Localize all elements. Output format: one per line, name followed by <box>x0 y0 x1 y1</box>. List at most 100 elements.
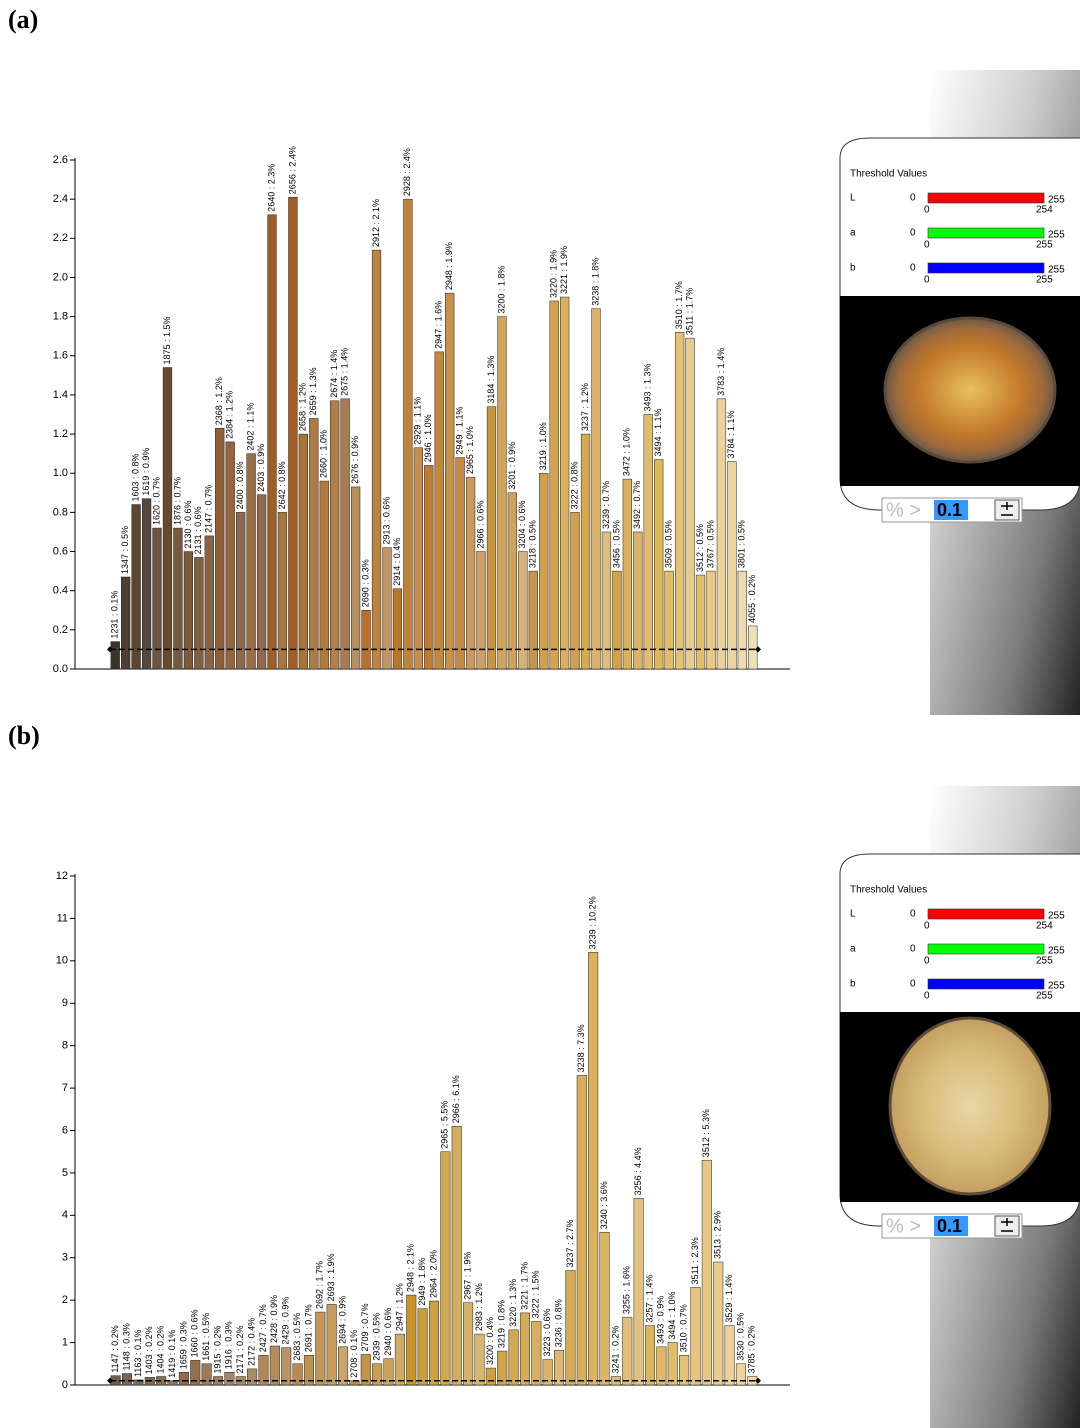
bar <box>474 1333 485 1386</box>
sample-image <box>883 316 1057 464</box>
value-label: 3237 : 1.2% <box>580 383 590 431</box>
y-tick-label: 1.2 <box>53 428 68 440</box>
bar <box>622 478 632 670</box>
value-label: 2694 : 0.9% <box>337 1296 347 1344</box>
value-label: 3512 : 0.5% <box>695 524 705 572</box>
bar <box>451 1126 462 1386</box>
bar <box>424 465 434 670</box>
value-label: 2912 : 2.1% <box>371 199 381 247</box>
bar <box>507 492 518 670</box>
value-label: 2656 : 2.4% <box>287 146 297 194</box>
channel-high: 255 <box>1048 265 1065 276</box>
value-label: 3783 : 1.4% <box>716 348 726 396</box>
y-tick-label: 7 <box>62 1082 68 1094</box>
bar <box>133 1379 144 1386</box>
value-label: 3223 : 0.6% <box>542 1309 552 1357</box>
channel-min: 0 <box>924 956 930 967</box>
channel-bar <box>927 978 1045 990</box>
bar <box>292 1363 303 1386</box>
value-label: 3238 : 1.8% <box>590 258 600 306</box>
bar <box>519 1312 530 1386</box>
bar <box>309 418 319 670</box>
y-tick-label: 1.0 <box>53 467 68 479</box>
bar <box>633 531 643 670</box>
channel-name: b <box>850 979 856 990</box>
y-tick-label: 0 <box>62 1379 68 1391</box>
value-label: 1148 : 0.3% <box>121 1323 131 1370</box>
y-tick-label: 9 <box>62 997 68 1009</box>
channel-bar <box>927 943 1045 955</box>
value-label: 2964 : 2.0% <box>428 1250 438 1298</box>
value-label: 3220 : 1.3% <box>508 1279 518 1327</box>
value-label: 2683 : 0.5% <box>292 1313 302 1361</box>
y-tick-label: 0.6 <box>53 545 68 557</box>
sample-image <box>888 1016 1052 1196</box>
bar <box>735 1363 746 1386</box>
value-label: 3219 : 0.8% <box>497 1300 507 1348</box>
value-label: 3513 : 2.9% <box>713 1211 723 1259</box>
value-label: 2172 : 0.4% <box>246 1318 256 1366</box>
channel-name: a <box>850 944 856 955</box>
spin-icon <box>1001 1218 1013 1232</box>
channel-high: 255 <box>1048 946 1065 957</box>
bar <box>440 1151 451 1386</box>
bar <box>434 351 444 670</box>
value-label: 3456 : 0.5% <box>611 520 621 568</box>
bar <box>737 570 747 670</box>
bar <box>269 1345 280 1386</box>
bar <box>173 527 183 670</box>
channel-max: 255 <box>1036 956 1053 967</box>
channel-bar <box>927 908 1045 920</box>
value-label: 2967 : 1.9% <box>462 1252 472 1300</box>
value-label: 1916 : 0.3% <box>224 1321 234 1369</box>
value-label: 1231 : 0.1% <box>110 591 120 639</box>
bar <box>656 1346 667 1386</box>
value-label: 3219 : 1.0% <box>538 422 548 470</box>
value-label: 2427 : 0.7% <box>258 1304 268 1352</box>
bar <box>201 1363 212 1386</box>
value-label: 1603 : 0.8% <box>131 454 141 502</box>
bar <box>338 1346 349 1386</box>
value-label: 2384 : 1.2% <box>225 391 235 439</box>
value-label: 1619 : 0.9% <box>141 448 151 496</box>
value-label: 2676 : 0.9% <box>350 436 360 484</box>
channel-high: 255 <box>1048 195 1065 206</box>
channel-high: 255 <box>1048 911 1065 922</box>
filter-prefix: % > <box>886 499 921 521</box>
value-label: 2429 : 0.9% <box>281 1297 291 1345</box>
value-label: 3510 : 0.7% <box>678 1304 688 1352</box>
value-label: 2675 : 1.4% <box>340 348 350 396</box>
bar <box>539 472 549 670</box>
value-label: 3222 : 0.8% <box>569 461 579 509</box>
bar <box>455 457 465 670</box>
bar <box>215 427 225 670</box>
value-label: 2948 : 1.9% <box>444 242 454 290</box>
spin-icon <box>1001 502 1013 516</box>
filter-value: 0.1 <box>937 1216 962 1236</box>
channel-bar <box>927 227 1045 239</box>
bar <box>288 196 298 670</box>
bar <box>576 1075 587 1386</box>
channel-max: 255 <box>1036 275 1053 286</box>
widget-title: Threshold Values <box>850 169 927 180</box>
value-label: 2693 : 1.9% <box>326 1253 336 1301</box>
bar <box>281 1347 292 1386</box>
value-label: 2928 : 2.4% <box>402 148 412 196</box>
bar <box>497 1350 508 1386</box>
filter-prefix: % > <box>886 1215 921 1237</box>
bar <box>121 576 131 670</box>
bar <box>612 570 622 670</box>
value-label: 3801 : 0.5% <box>737 520 747 568</box>
bar <box>748 625 758 670</box>
bar <box>428 1300 440 1386</box>
bar <box>667 1342 678 1386</box>
value-label: 1147 : 0.2% <box>110 1325 120 1372</box>
y-tick-label: 1 <box>62 1336 68 1348</box>
bar <box>413 447 423 670</box>
y-tick-label: 5 <box>62 1167 68 1179</box>
channel-name: L <box>850 193 856 204</box>
value-label: 2400 : 0.8% <box>235 461 245 509</box>
value-label: 1876 : 0.7% <box>172 477 182 525</box>
value-label: 3237 : 2.7% <box>565 1219 575 1267</box>
bar <box>674 332 685 670</box>
